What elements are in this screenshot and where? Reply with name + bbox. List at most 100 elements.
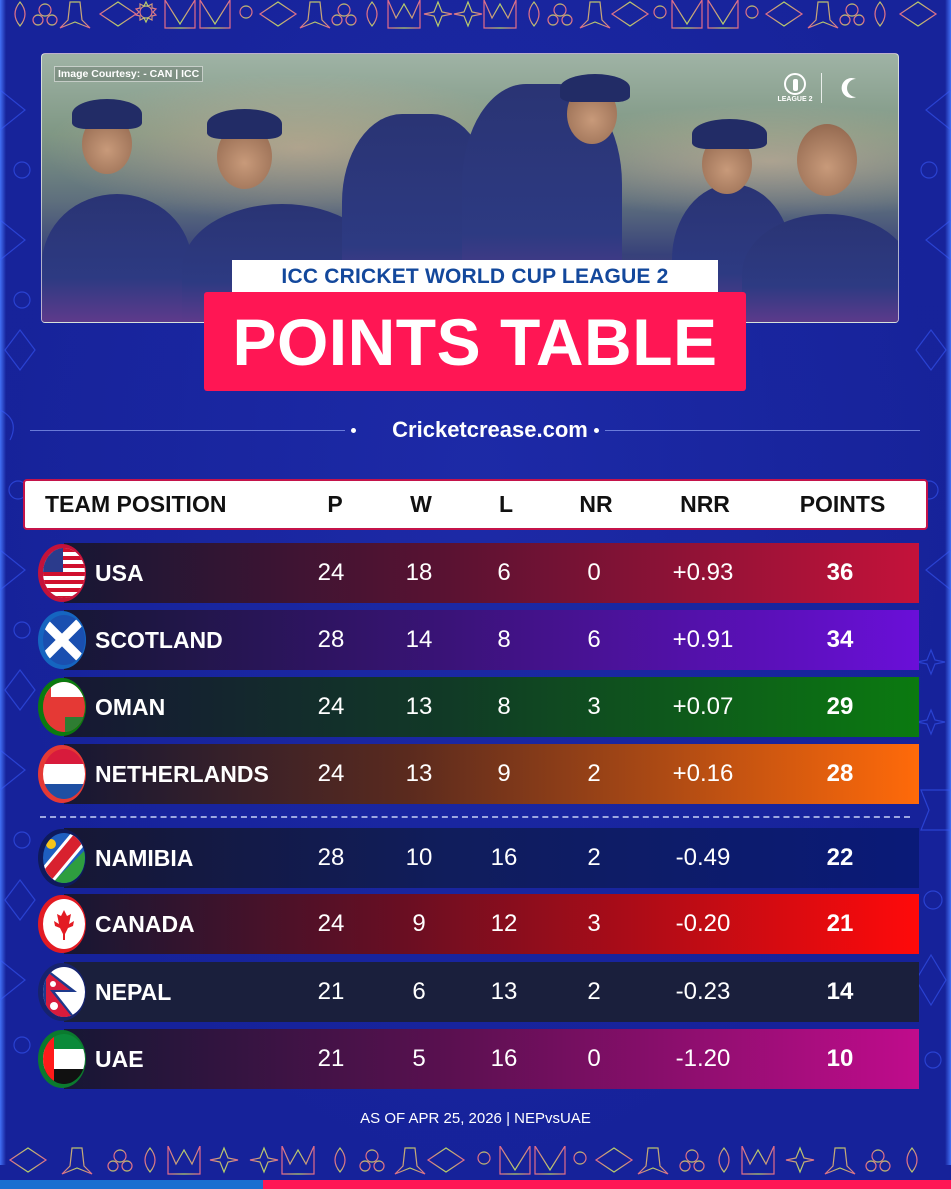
column-header-points: POINTS — [799, 491, 886, 517]
won: 6 — [412, 978, 426, 1005]
nrr: +0.91 — [672, 626, 734, 653]
divider-line — [30, 429, 346, 431]
no-result: 6 — [587, 626, 601, 653]
team-name: CANADA — [95, 911, 195, 937]
column-header-won: W — [410, 491, 432, 517]
points: 36 — [826, 559, 854, 586]
played: 24 — [317, 910, 345, 937]
team-name: NAMIBIA — [95, 845, 194, 871]
won: 14 — [405, 626, 433, 653]
scotland-flag-icon — [38, 611, 86, 669]
no-result: 2 — [587, 978, 601, 1005]
page-title: POINTS TABLE — [232, 304, 718, 379]
lost: 6 — [497, 559, 511, 586]
player-cap — [560, 74, 630, 102]
trophy-icon — [784, 73, 806, 95]
table-row-canada: CANADA 24 9 12 3 -0.20 21 — [64, 894, 919, 954]
cricketcrease-logo-icon — [833, 73, 856, 103]
lost: 9 — [497, 760, 511, 787]
points: 28 — [826, 760, 854, 787]
lost: 16 — [490, 844, 518, 871]
played: 28 — [317, 844, 345, 871]
bottom-color-bar — [0, 1180, 951, 1189]
subtitle-text: ICC CRICKET WORLD CUP LEAGUE 2 — [281, 265, 669, 288]
right-decorative-pattern — [915, 89, 951, 1069]
divider-line — [604, 429, 920, 431]
player-cap — [72, 99, 142, 129]
as-of-note: AS OF APR 25, 2026 | NEPvsUAE — [360, 1110, 591, 1127]
table-row-namibia: NAMIBIA 28 10 16 2 -0.49 22 — [64, 828, 919, 888]
won: 10 — [405, 844, 433, 871]
lost: 8 — [497, 693, 511, 720]
image-courtesy-label: Image Courtesy: - CAN | ICC — [54, 66, 204, 82]
table-row-uae: UAE 21 5 16 0 -1.20 10 — [64, 1029, 919, 1089]
canada-flag-icon — [38, 895, 86, 953]
divider-dot — [593, 427, 599, 433]
nrr: +0.07 — [672, 693, 734, 720]
played: 28 — [317, 626, 345, 653]
won: 18 — [405, 559, 433, 586]
won: 13 — [405, 693, 433, 720]
nrr: +0.16 — [672, 760, 734, 787]
column-header-lost: L — [498, 491, 514, 517]
points: 29 — [826, 693, 854, 720]
nrr: -0.20 — [675, 910, 731, 937]
divider-dot — [351, 427, 357, 433]
nrr: -1.20 — [675, 1045, 731, 1072]
no-result: 0 — [587, 1045, 601, 1072]
hero-photo: Image Courtesy: - CAN | ICC LEAGUE 2 — [41, 53, 899, 323]
table-header: TEAM POSITION P W L NR NRR POINTS — [23, 479, 928, 530]
left-decorative-pattern — [0, 89, 36, 1054]
played: 24 — [317, 559, 345, 586]
bottom-decorative-pattern — [8, 1146, 918, 1175]
lost: 8 — [497, 626, 511, 653]
cricketcrease-icon — [364, 419, 382, 441]
uae-flag-icon — [38, 1030, 86, 1088]
no-result: 3 — [587, 693, 601, 720]
lost: 12 — [490, 910, 518, 937]
table-row-scotland: SCOTLAND 28 14 8 6 +0.91 34 — [64, 610, 919, 670]
points: 21 — [826, 910, 854, 937]
bottom-bar-pink — [263, 1180, 951, 1189]
namibia-flag-icon — [38, 829, 86, 887]
column-header-played: P — [327, 491, 343, 517]
nepal-flag-icon — [38, 963, 86, 1021]
played: 24 — [317, 693, 345, 720]
team-name: NEPAL — [95, 979, 172, 1005]
player-figure — [742, 214, 898, 322]
no-result: 2 — [587, 760, 601, 787]
won: 5 — [412, 1045, 426, 1072]
cwc-league2-logo: LEAGUE 2 — [775, 73, 815, 103]
team-name: UAE — [95, 1046, 144, 1072]
column-header-nrr: NRR — [680, 491, 730, 517]
league-logo-text: LEAGUE 2 — [777, 96, 813, 103]
points: 22 — [826, 844, 854, 871]
bottom-bar-blue — [0, 1180, 263, 1189]
no-result: 3 — [587, 910, 601, 937]
brand-line: Cricketcrease.com — [30, 417, 920, 443]
nrr: -0.49 — [675, 844, 731, 871]
table-row-nepal: NEPAL 21 6 13 2 -0.23 14 — [64, 962, 919, 1022]
logo-divider — [821, 73, 822, 103]
column-header-team: TEAM POSITION — [45, 491, 227, 517]
no-result: 2 — [587, 844, 601, 871]
player-figure — [42, 194, 192, 322]
played: 21 — [317, 978, 345, 1005]
team-name: NETHERLANDS — [95, 761, 269, 787]
table-row-usa: USA 24 18 6 0 +0.93 36 — [64, 543, 919, 603]
left-glow — [0, 0, 6, 1165]
top-decorative-pattern — [14, 0, 938, 29]
logos: LEAGUE 2 — [775, 70, 864, 106]
table-row-netherlands: NETHERLANDS 24 13 9 2 +0.16 28 — [64, 744, 919, 804]
team-name: SCOTLAND — [95, 627, 223, 653]
lost: 16 — [490, 1045, 518, 1072]
won: 9 — [412, 910, 426, 937]
usa-flag-icon — [38, 544, 86, 602]
points: 34 — [826, 626, 854, 653]
points: 14 — [826, 978, 854, 1005]
brand: Cricketcrease.com — [362, 417, 588, 443]
brand-name: Cricketcrease.com — [392, 417, 588, 442]
won: 13 — [405, 760, 433, 787]
netherlands-flag-icon — [38, 745, 86, 803]
nrr: -0.23 — [675, 978, 731, 1005]
